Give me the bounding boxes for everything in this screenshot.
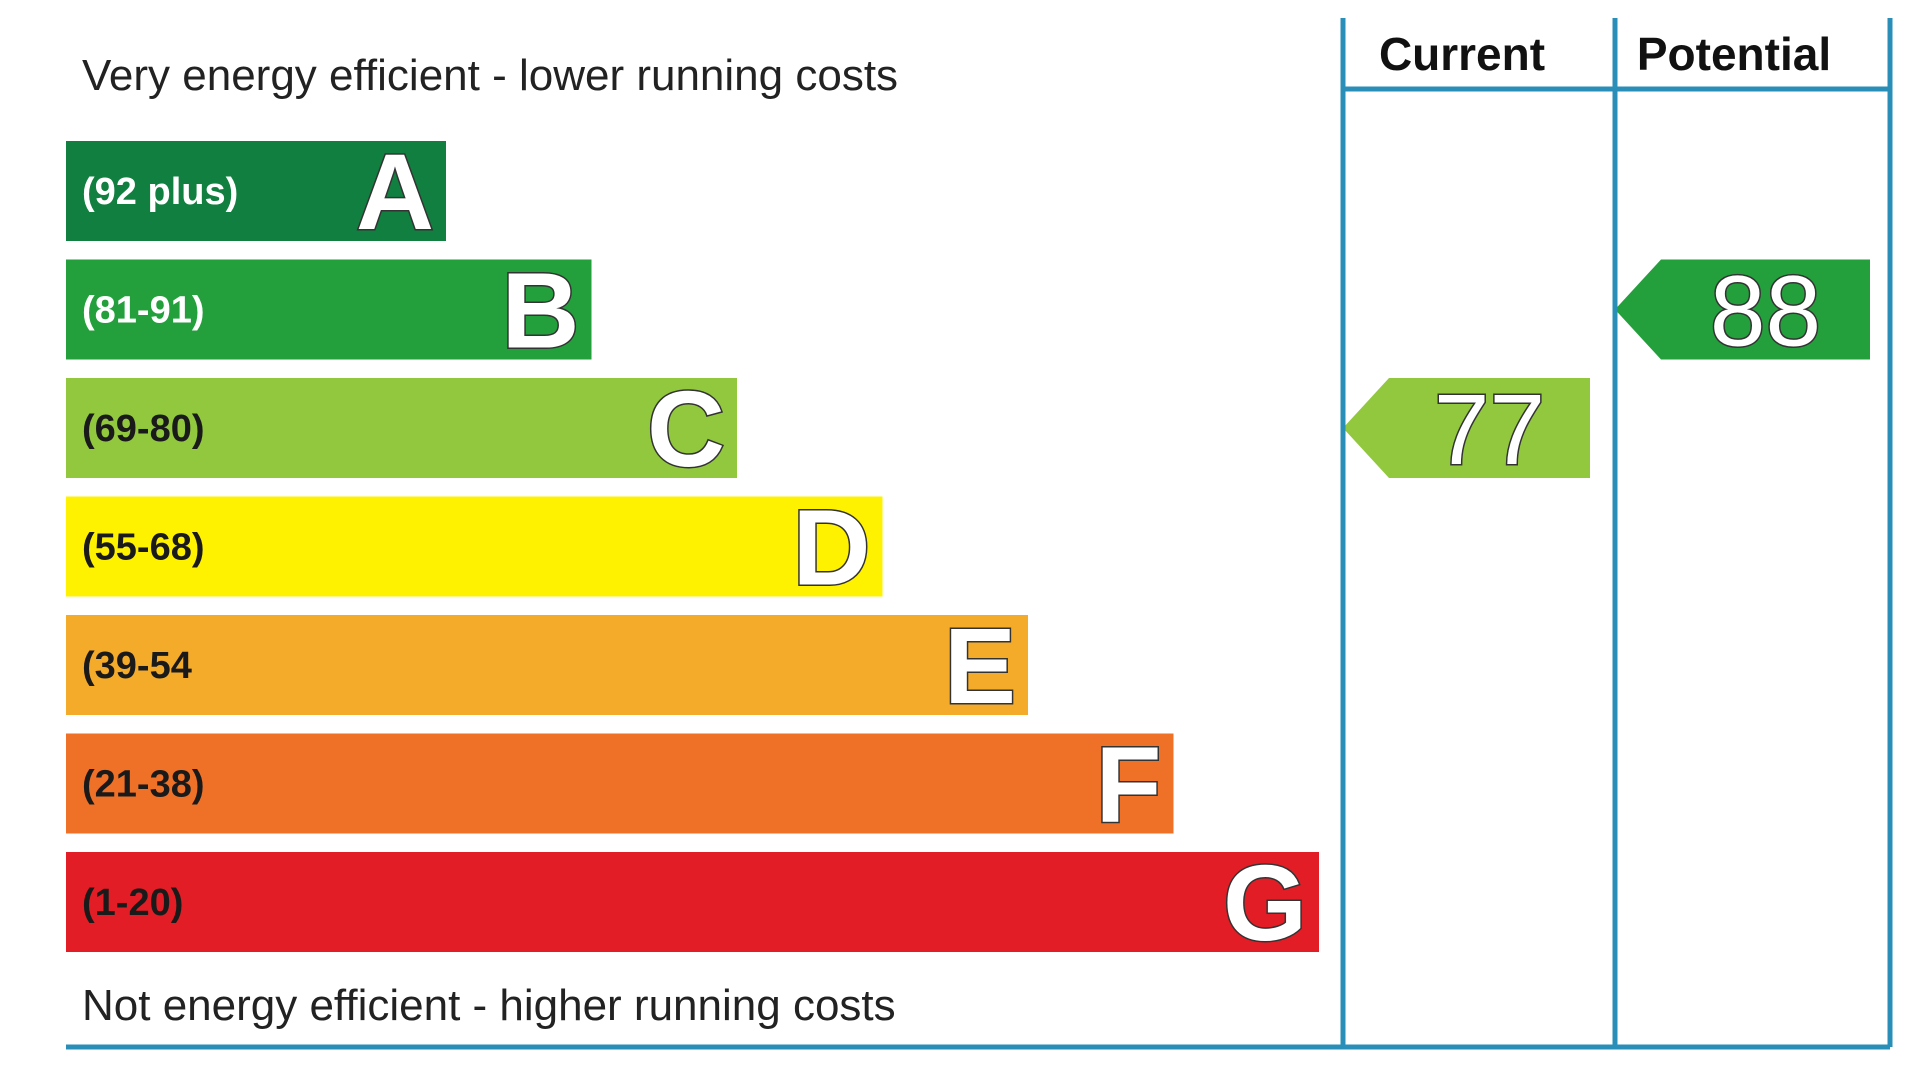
chart-frame [66, 18, 1893, 1050]
rating-pointer-current: 77 [1343, 373, 1590, 488]
bottom-caption: Not energy efficient - higher running co… [82, 981, 896, 1030]
band-letter: C [647, 368, 725, 489]
rating-bands: (92 plus) A(81-91) B(69-80) C(55-68) D(39-54… [66, 130, 1319, 965]
band-letter: B [502, 250, 580, 371]
band-range-label: (39-54 [82, 645, 192, 687]
column-header-potential: Potential [1637, 28, 1831, 80]
band-e: (39-54 E [66, 604, 1028, 728]
band-bar [66, 615, 1028, 715]
band-b: (81-91) B [66, 248, 592, 372]
band-letter: F [1096, 724, 1162, 845]
band-d: (55-68) D [66, 485, 883, 609]
band-range-label: (69-80) [82, 408, 205, 450]
pointer-value: 77 [1434, 374, 1545, 486]
band-bar [66, 852, 1319, 952]
band-range-label: (81-91) [82, 290, 205, 332]
pointer-arrow [1615, 259, 1870, 360]
band-range-label: (1-20) [82, 882, 183, 924]
top-caption: Very energy efficient - lower running co… [82, 51, 898, 100]
band-c: (69-80) C [66, 367, 737, 491]
band-a: (92 plus) A [66, 130, 446, 254]
band-bar [66, 496, 883, 597]
band-letter: E [944, 605, 1016, 726]
band-bar [66, 733, 1174, 834]
band-range-label: (55-68) [82, 527, 205, 569]
band-g: (1-20) G [66, 841, 1319, 965]
band-bar [66, 378, 737, 478]
band-bar [66, 141, 446, 241]
band-letter: G [1223, 842, 1307, 963]
pointer-value: 88 [1710, 256, 1821, 368]
column-header-current: Current [1379, 28, 1545, 80]
band-f: (21-38) F [66, 722, 1174, 846]
pointer-arrow [1343, 378, 1590, 478]
band-letter: A [356, 131, 434, 252]
band-range-label: (21-38) [82, 764, 205, 806]
band-bar [66, 259, 592, 360]
band-letter: D [793, 487, 871, 608]
rating-pointers: 77 88 [1343, 254, 1870, 488]
band-range-label: (92 plus) [82, 171, 238, 213]
rating-pointer-potential: 88 [1615, 254, 1870, 369]
